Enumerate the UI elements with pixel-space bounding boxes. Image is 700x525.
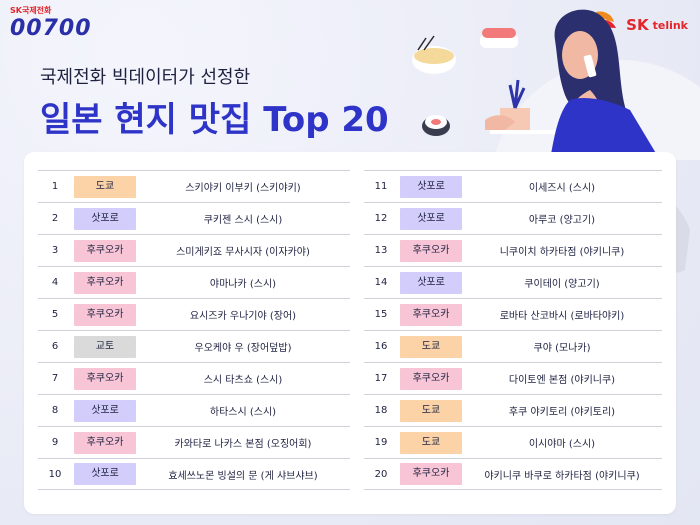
table-row: 8 삿포로 하타스시 (스시) xyxy=(38,394,350,426)
restaurant-name: 하타스시 (스시) xyxy=(209,407,277,418)
table-row: 13 후쿠오카 니쿠이치 하카타점 (야키니쿠) xyxy=(364,234,662,266)
restaurant-name: 야키니쿠 바쿠로 하카타점 (야키니쿠) xyxy=(484,470,640,482)
ranking-list-right: 11 삿포로 이세즈시 (스시) 12 삿포로 아루코 (양고기) 13 후쿠오카 니쿠이치 하… xyxy=(364,170,662,490)
rank-number: 16 xyxy=(374,341,388,352)
restaurant-name: 쿠야 (모나카) xyxy=(533,343,591,354)
table-row: 14 삿포로 쿠이테이 (양고기) xyxy=(364,266,662,298)
restaurant-name: 카와타로 나카스 본점 (오징어회) xyxy=(174,439,312,450)
brand-sk-small: SK국제전화 xyxy=(10,6,52,15)
city-badge: 교토 xyxy=(74,335,136,358)
city-badge: 도쿄 xyxy=(74,175,136,198)
rank-number: 11 xyxy=(374,181,388,192)
restaurant-name: 스미게키죠 무사시자 (이자카야) xyxy=(176,247,310,258)
rank-number: 14 xyxy=(374,277,388,288)
rank-number: 3 xyxy=(51,245,59,256)
rank-number: 13 xyxy=(374,245,388,256)
table-row: 16 도쿄 쿠야 (모나카) xyxy=(364,330,662,362)
restaurant-name: 우오케야 우 (장어덮밥) xyxy=(194,343,292,354)
page-title: 일본 현지 맛집 Top 20 xyxy=(40,100,389,140)
city-badge: 삿포로 xyxy=(400,271,462,294)
restaurant-name: 후쿠 야키토리 (야키토리) xyxy=(508,407,616,418)
rank-number: 4 xyxy=(51,277,59,288)
table-row: 3 후쿠오카 스미게키죠 무사시자 (이자카야) xyxy=(38,234,350,266)
rank-number: 7 xyxy=(51,373,59,384)
sk-text: SK xyxy=(626,16,649,34)
rank-number: 20 xyxy=(374,468,388,480)
table-row: 12 삿포로 아루코 (양고기) xyxy=(364,202,662,234)
table-row: 1 도쿄 스키야키 이부키 (스키야키) xyxy=(38,170,350,202)
city-badge: 후쿠오카 xyxy=(400,463,462,485)
rank-number: 5 xyxy=(51,309,59,320)
city-badge: 후쿠오카 xyxy=(74,239,136,262)
table-row: 20 후쿠오카 야키니쿠 바쿠로 하카타점 (야키니쿠) xyxy=(364,458,662,490)
restaurant-name: 스키야키 이부키 (스키야키) xyxy=(185,183,301,194)
city-badge: 후쿠오카 xyxy=(74,303,136,326)
rank-number: 10 xyxy=(48,468,62,480)
ranking-card: 1 도쿄 스키야키 이부키 (스키야키) 2 삿포로 쿠키젠 스시 (스시) 3 후쿠오카 스미… xyxy=(24,152,676,514)
rank-number: 18 xyxy=(374,405,388,416)
ranking-list-left: 1 도쿄 스키야키 이부키 (스키야키) 2 삿포로 쿠키젠 스시 (스시) 3 후쿠오카 스미… xyxy=(38,170,350,490)
restaurant-name: 이세즈시 (스시) xyxy=(528,183,596,194)
restaurant-name: 이시야마 (스시) xyxy=(528,439,596,450)
rank-number: 2 xyxy=(51,213,59,224)
rank-number: 9 xyxy=(51,437,59,448)
rank-number: 1 xyxy=(51,181,59,192)
city-badge: 후쿠오카 xyxy=(400,367,462,390)
restaurant-name: 아루코 (양고기) xyxy=(528,215,596,226)
city-badge: 후쿠오카 xyxy=(74,367,136,390)
city-badge: 도쿄 xyxy=(400,335,462,358)
restaurant-name: 니쿠이치 하카타점 (야키니쿠) xyxy=(499,247,625,258)
restaurant-name: 스시 타츠쇼 (스시) xyxy=(203,375,283,386)
restaurant-name: 요시즈카 우나기야 (장어) xyxy=(189,311,297,322)
city-badge: 도쿄 xyxy=(400,431,462,454)
table-row: 11 삿포로 이세즈시 (스시) xyxy=(364,170,662,202)
table-row: 10 삿포로 효세쓰노몬 빙설의 문 (게 샤브샤브) xyxy=(38,458,350,490)
subtitle: 국제전화 빅데이터가 선정한 xyxy=(40,67,251,88)
city-badge: 삿포로 xyxy=(400,175,462,198)
rank-number: 6 xyxy=(51,341,59,352)
restaurant-name: 로바타 산코바시 (로바타야키) xyxy=(499,311,625,322)
table-row: 2 삿포로 쿠키젠 스시 (스시) xyxy=(38,202,350,234)
table-row: 9 후쿠오카 카와타로 나카스 본점 (오징어회) xyxy=(38,426,350,458)
city-badge: 후쿠오카 xyxy=(74,271,136,294)
table-row: 17 후쿠오카 다이토엔 본점 (야키니쿠) xyxy=(364,362,662,394)
table-row: 7 후쿠오카 스시 타츠쇼 (스시) xyxy=(38,362,350,394)
brand-00700-logo: 00700 xyxy=(10,16,92,41)
table-row: 4 후쿠오카 야마나카 (스시) xyxy=(38,266,350,298)
table-row: 15 후쿠오카 로바타 산코바시 (로바타야키) xyxy=(364,298,662,330)
city-badge: 삿포로 xyxy=(74,207,136,230)
city-badge: 삿포로 xyxy=(74,399,136,422)
city-badge: 후쿠오카 xyxy=(400,303,462,326)
telink-text: telink xyxy=(652,19,688,32)
table-row: 18 도쿄 후쿠 야키토리 (야키토리) xyxy=(364,394,662,426)
rank-number: 8 xyxy=(51,405,59,416)
woman-on-phone-illustration xyxy=(412,9,700,160)
restaurant-name: 다이토엔 본점 (야키니쿠) xyxy=(508,375,616,386)
city-badge: 후쿠오카 xyxy=(74,431,136,454)
table-row: 6 교토 우오케야 우 (장어덮밥) xyxy=(38,330,350,362)
rank-number: 12 xyxy=(374,213,388,224)
restaurant-name: 쿠이테이 (양고기) xyxy=(524,279,600,290)
table-row: 19 도쿄 이시야마 (스시) xyxy=(364,426,662,458)
restaurant-name: 쿠키젠 스시 (스시) xyxy=(203,215,283,226)
restaurant-name: 야마나카 (스시) xyxy=(209,279,277,290)
city-badge: 삿포로 xyxy=(400,207,462,230)
rank-number: 17 xyxy=(374,373,388,384)
rank-number: 19 xyxy=(374,437,388,448)
restaurant-name: 효세쓰노몬 빙설의 문 (게 샤브샤브) xyxy=(168,470,318,482)
city-badge: 도쿄 xyxy=(400,399,462,422)
city-badge: 삿포로 xyxy=(74,463,136,485)
city-badge: 후쿠오카 xyxy=(400,239,462,262)
rank-number: 15 xyxy=(374,309,388,320)
table-row: 5 후쿠오카 요시즈카 우나기야 (장어) xyxy=(38,298,350,330)
